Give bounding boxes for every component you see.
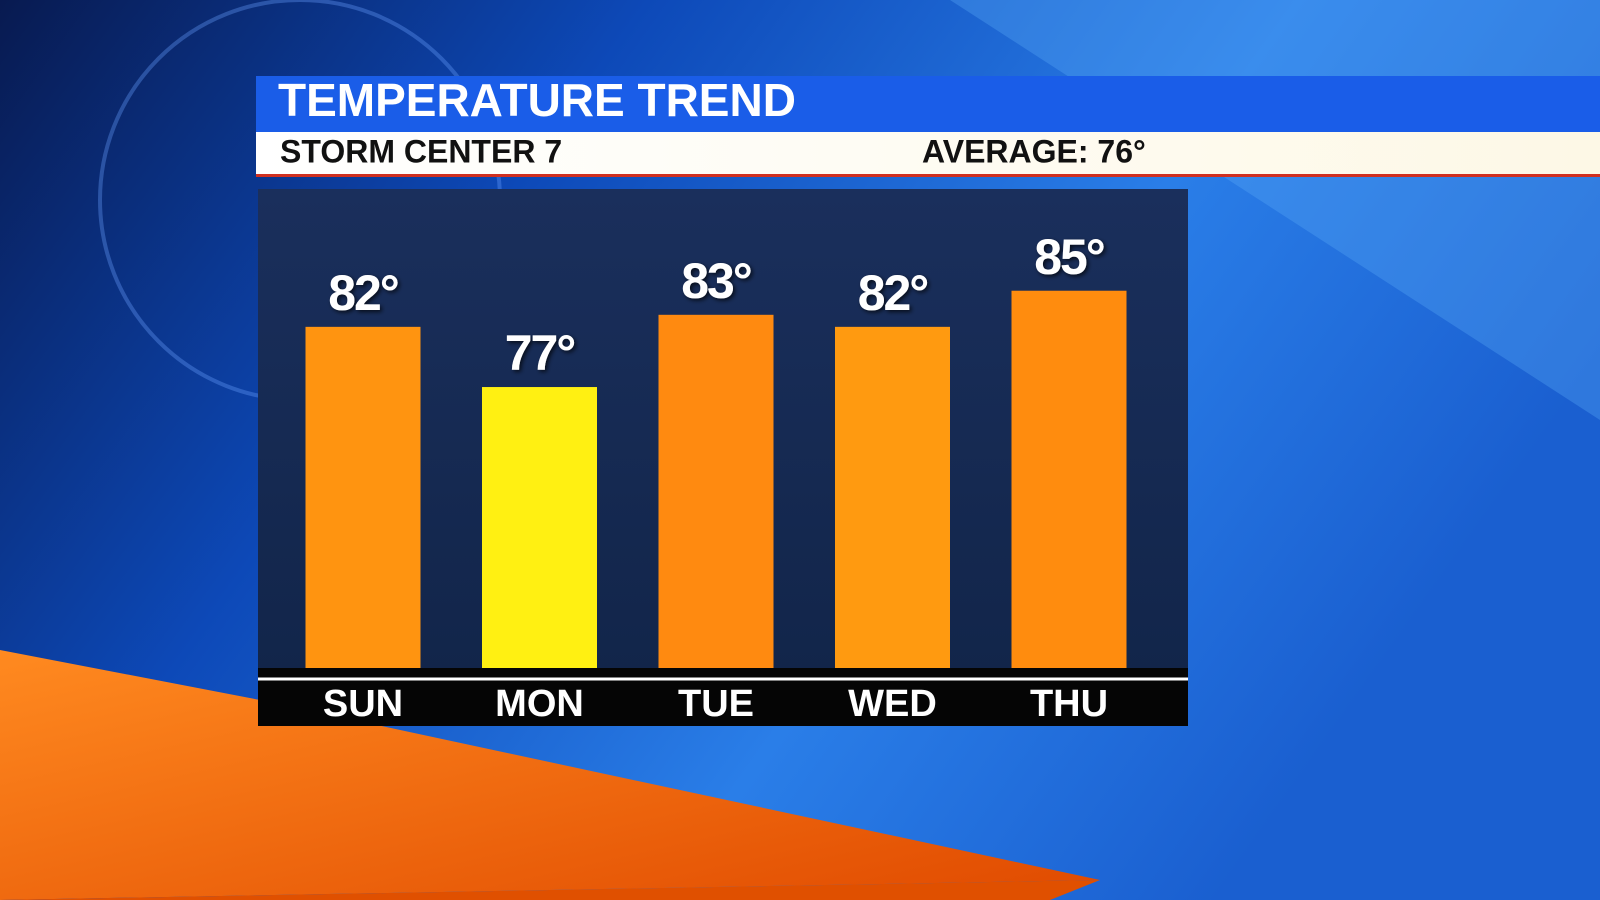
chart-subtitle: STORM CENTER 7: [280, 133, 562, 169]
value-label: 82°: [328, 265, 398, 321]
value-label: 85°: [1034, 229, 1104, 285]
title-bar: [256, 76, 1600, 132]
x-tick-label: TUE: [678, 683, 754, 725]
bar: [1011, 290, 1127, 668]
x-tick-label: MON: [495, 683, 584, 725]
value-label: 77°: [505, 325, 575, 381]
subtitle-bar: [256, 132, 1600, 174]
chart-title: TEMPERATURE TREND: [278, 74, 796, 126]
bar: [835, 326, 950, 668]
bar: [658, 314, 774, 668]
average-annotation: AVERAGE: 76°: [922, 133, 1146, 169]
x-tick-label: SUN: [323, 683, 403, 725]
value-label: 82°: [858, 265, 928, 321]
value-label: 83°: [681, 253, 751, 309]
bar: [305, 326, 421, 668]
x-tick-label: WED: [848, 683, 937, 725]
bar: [482, 387, 597, 668]
subtitle-rule: [256, 174, 1600, 177]
x-tick-label: THU: [1030, 683, 1108, 725]
background-swoosh-edge: [0, 880, 1100, 900]
